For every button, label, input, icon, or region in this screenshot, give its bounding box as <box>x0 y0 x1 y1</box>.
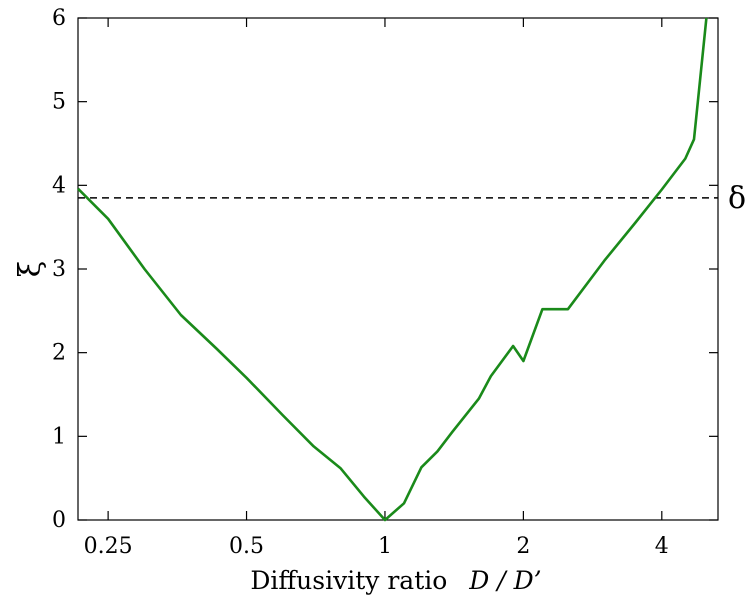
x-axis-label: Diffusivity ratio D / D’ <box>250 566 541 595</box>
y-tick-label: 1 <box>52 424 66 449</box>
y-axis-ticks: 0 1 2 3 4 5 6 <box>52 6 718 533</box>
series-line <box>77 17 708 522</box>
x-axis-label-symbol: D / D’ <box>468 566 541 595</box>
x-tick-label: 1 <box>378 534 392 559</box>
y-tick-label: 6 <box>52 6 66 31</box>
x-tick-label: 0.25 <box>84 534 133 559</box>
y-tick-label: 0 <box>52 508 66 533</box>
x-tick-label: 2 <box>516 534 530 559</box>
series-group <box>77 17 708 522</box>
y-tick-label: 4 <box>52 173 66 198</box>
reference-line-label: δ <box>728 181 746 216</box>
y-tick-label: 3 <box>52 257 66 282</box>
reference-line-group: δ <box>78 181 746 216</box>
x-tick-label: 4 <box>655 534 669 559</box>
y-tick-label: 2 <box>52 341 66 366</box>
y-tick-label: 5 <box>52 90 66 115</box>
y-axis-label: ξ <box>13 261 48 278</box>
plot-border <box>77 17 719 521</box>
plot-frame <box>77 17 719 521</box>
x-axis-label-text: Diffusivity ratio <box>250 566 447 595</box>
x-tick-label: 0.5 <box>229 534 264 559</box>
x-axis-ticks: 0.25 0.5 1 2 4 <box>84 18 669 559</box>
